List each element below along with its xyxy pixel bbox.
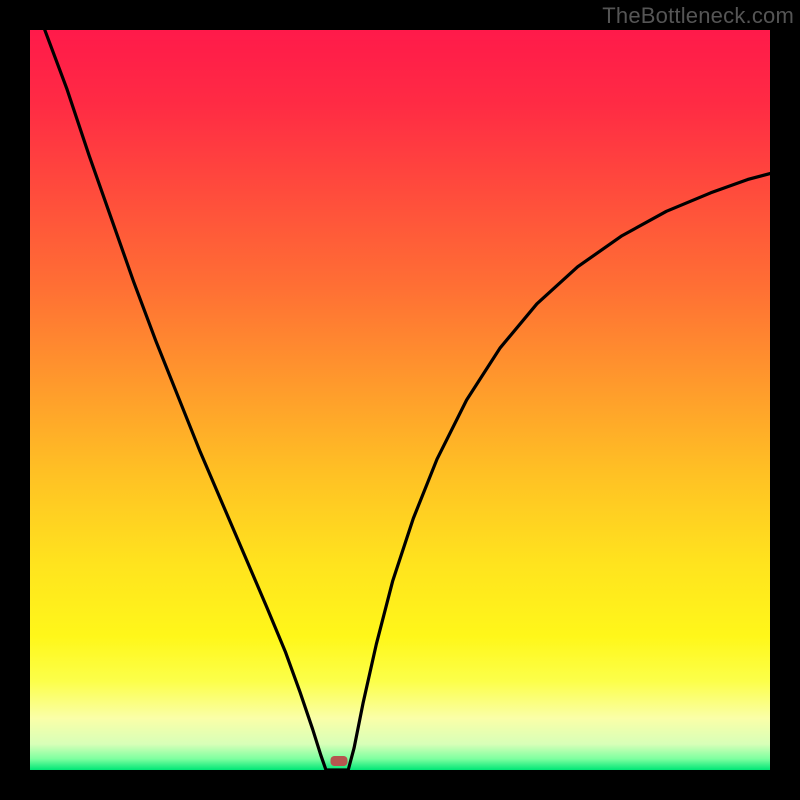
watermark-text: TheBottleneck.com <box>602 3 794 29</box>
optimum-marker <box>331 756 348 766</box>
bottleneck-curve <box>30 30 770 770</box>
curve-path <box>45 30 770 770</box>
plot-area <box>30 30 770 770</box>
chart-frame: TheBottleneck.com <box>0 0 800 800</box>
